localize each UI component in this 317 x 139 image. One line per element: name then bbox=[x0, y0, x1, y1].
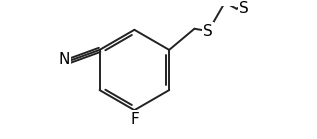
Text: S: S bbox=[239, 1, 249, 16]
Text: N: N bbox=[59, 52, 70, 66]
Text: F: F bbox=[130, 111, 139, 126]
Text: S: S bbox=[204, 24, 213, 39]
